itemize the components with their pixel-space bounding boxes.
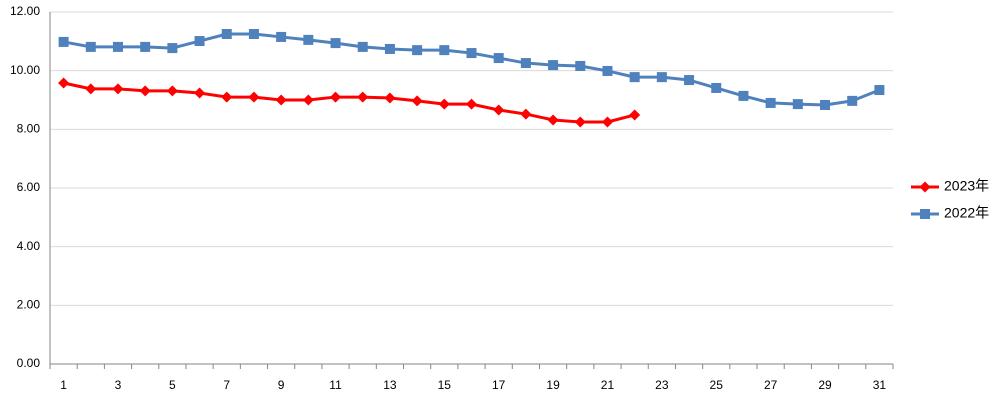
marker — [439, 45, 450, 56]
legend-label: 2023年 — [944, 178, 989, 194]
marker — [466, 48, 477, 59]
marker — [602, 65, 613, 76]
legend-marker — [919, 181, 931, 193]
legend-label: 2022年 — [944, 205, 989, 221]
marker — [874, 85, 885, 96]
marker — [574, 116, 586, 128]
y-tick-label: 0.00 — [17, 356, 41, 370]
marker — [629, 72, 640, 83]
marker — [302, 94, 314, 106]
y-tick-label: 4.00 — [17, 239, 41, 253]
marker — [411, 95, 423, 107]
marker — [140, 41, 151, 52]
marker — [85, 41, 96, 52]
x-tick-label: 13 — [383, 378, 397, 392]
marker — [357, 91, 369, 103]
marker — [738, 90, 749, 101]
marker — [58, 77, 70, 89]
marker — [221, 91, 233, 103]
marker — [276, 31, 287, 42]
y-tick-label: 6.00 — [17, 180, 41, 194]
marker — [792, 99, 803, 110]
x-tick-label: 17 — [492, 378, 506, 392]
marker — [820, 99, 831, 110]
marker — [384, 43, 395, 54]
marker — [275, 94, 287, 106]
marker — [601, 116, 613, 128]
x-tick-label: 23 — [655, 378, 669, 392]
marker — [493, 104, 505, 116]
marker — [167, 43, 178, 54]
x-tick-label: 21 — [601, 378, 615, 392]
marker — [765, 97, 776, 108]
marker — [303, 34, 314, 45]
x-tick-label: 31 — [873, 378, 887, 392]
marker — [547, 114, 559, 126]
marker — [384, 92, 396, 104]
x-tick-label: 3 — [115, 378, 122, 392]
marker — [412, 45, 423, 56]
y-tick-label: 8.00 — [17, 122, 41, 136]
marker — [112, 83, 124, 95]
marker — [520, 108, 532, 120]
y-tick-label: 12.00 — [10, 4, 40, 18]
x-tick-label: 11 — [329, 378, 342, 392]
x-tick-label: 25 — [710, 378, 724, 392]
marker — [575, 60, 586, 71]
series-line — [63, 81, 636, 124]
marker — [58, 36, 69, 47]
marker — [684, 75, 695, 86]
legend-marker — [920, 209, 930, 219]
marker — [330, 38, 341, 49]
marker — [139, 85, 151, 97]
marker — [248, 29, 259, 39]
marker — [85, 83, 97, 95]
marker — [248, 91, 260, 103]
marker — [466, 98, 477, 110]
x-tick-label: 7 — [223, 378, 230, 392]
marker — [357, 41, 368, 52]
marker — [548, 60, 559, 71]
x-tick-label: 27 — [764, 378, 778, 392]
marker — [166, 85, 178, 97]
y-tick-label: 2.00 — [17, 298, 41, 312]
marker — [194, 36, 205, 47]
x-tick-label: 29 — [818, 378, 832, 392]
marker — [656, 72, 667, 83]
marker — [847, 95, 858, 106]
x-tick-label: 9 — [278, 378, 285, 392]
x-tick-label: 5 — [169, 378, 176, 392]
marker — [221, 29, 232, 39]
x-tick-label: 15 — [438, 378, 452, 392]
x-tick-label: 1 — [60, 378, 67, 392]
marker — [194, 87, 206, 99]
marker — [629, 109, 641, 121]
marker — [438, 98, 450, 110]
marker — [711, 82, 722, 93]
marker — [112, 41, 123, 52]
x-tick-label: 19 — [546, 378, 560, 392]
marker — [330, 91, 342, 103]
y-tick-label: 10.00 — [10, 63, 40, 77]
marker — [520, 58, 531, 69]
marker — [493, 53, 504, 64]
